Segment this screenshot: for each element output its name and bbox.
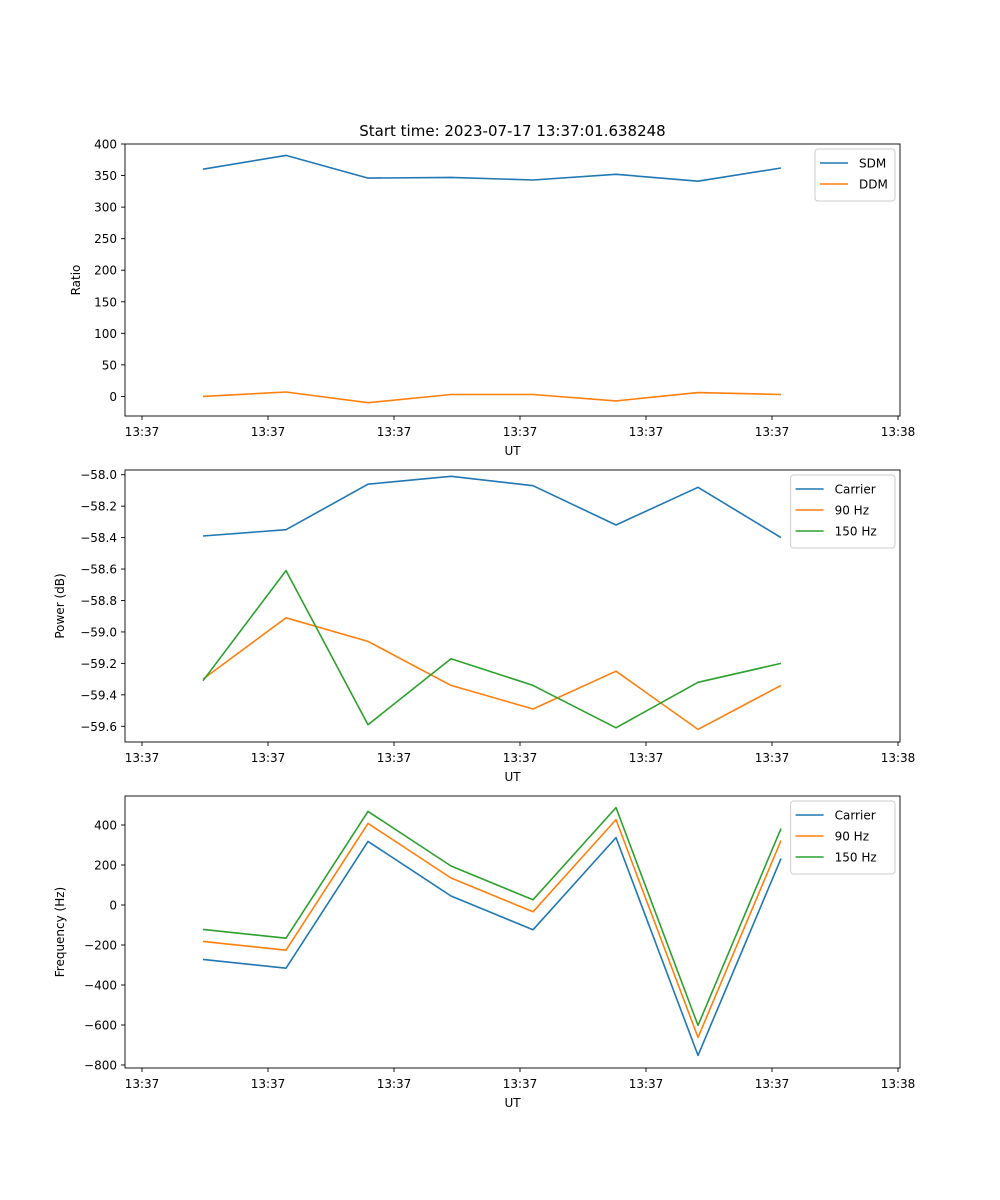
x-axis-label: UT: [504, 770, 521, 784]
y-tick-label: −800: [84, 1059, 117, 1073]
legend-label: 150 Hz: [835, 525, 877, 539]
series-line-sdm: [202, 154, 782, 182]
y-tick-label: −400: [84, 979, 117, 993]
legend: SDM DDM: [814, 148, 896, 202]
y-tick-label: 350: [94, 169, 117, 183]
subplot-3: 13:37 13:37 13:37 13:37 13:37 13:37 13:38 −800 −…: [53, 795, 916, 1110]
x-tick-label: 13:37: [503, 751, 538, 765]
x-tick-label: 13:37: [251, 1077, 286, 1091]
x-tick-label: 13:37: [629, 425, 664, 439]
y-tick-label: 300: [94, 201, 117, 215]
x-tick-label: 13:38: [881, 1077, 916, 1091]
y-tick-label: 250: [94, 232, 117, 246]
subplot-2: 13:37 13:37 13:37 13:37 13:37 13:37 13:38 −59.6…: [53, 468, 915, 784]
y-tick-label: 50: [102, 358, 117, 372]
x-tick-label: 13:37: [755, 1077, 790, 1091]
x-tick-label: 13:37: [377, 425, 412, 439]
y-tick-label: 400: [94, 819, 117, 833]
y-tick-label: 0: [109, 390, 117, 404]
x-axis-label: UT: [504, 1096, 521, 1110]
x-tick-label: 13:37: [629, 751, 664, 765]
y-tick-label: −58.6: [80, 563, 117, 577]
x-axis-label: UT: [504, 444, 521, 458]
x-tick-label: 13:37: [125, 425, 160, 439]
series-line-150-hz: [202, 569, 782, 729]
y-axis-label: Power (dB): [53, 573, 67, 638]
series-line-150-hz: [202, 806, 782, 1027]
series-line-carrier: [202, 836, 782, 1057]
y-tick-label: −59.2: [80, 657, 117, 671]
axes-frame: [124, 143, 901, 417]
legend-box: [790, 474, 896, 549]
x-tick-label: 13:37: [125, 751, 160, 765]
x-tick-label: 13:37: [251, 425, 286, 439]
x-tick-label: 13:37: [377, 751, 412, 765]
legend-box: [814, 148, 896, 202]
y-axis-label: Frequency (Hz): [53, 887, 67, 978]
x-tick-label: 13:37: [503, 425, 538, 439]
x-tick-label: 13:37: [755, 425, 790, 439]
axes-frame: [124, 795, 901, 1069]
legend: Carrier 90 Hz 150 Hz: [790, 474, 896, 549]
legend-label: 90 Hz: [835, 830, 869, 844]
x-tick-label: 13:37: [251, 751, 286, 765]
y-tick-label: −59.0: [80, 625, 117, 639]
x-tick-label: 13:37: [629, 1077, 664, 1091]
y-tick-label: 200: [94, 264, 117, 278]
legend-label: 150 Hz: [835, 851, 877, 865]
series-line-90-hz: [202, 818, 782, 1039]
y-axis-label: Ratio: [69, 265, 83, 296]
y-tick-label: 0: [109, 899, 117, 913]
series-line-carrier: [202, 475, 782, 539]
y-tick-label: 200: [94, 859, 117, 873]
y-tick-label: −58.2: [80, 500, 117, 514]
x-tick-label: 13:37: [125, 1077, 160, 1091]
x-tick-label: 13:38: [881, 425, 916, 439]
y-tick-label: −200: [84, 939, 117, 953]
y-tick-label: −58.0: [80, 468, 117, 482]
y-tick-label: −58.4: [80, 531, 117, 545]
x-tick-label: 13:38: [881, 751, 916, 765]
y-tick-label: −600: [84, 1019, 117, 1033]
y-tick-label: 150: [94, 295, 117, 309]
subplot-1: 13:37 13:37 13:37 13:37 13:37 13:37 13:38 0 50 10…: [69, 138, 915, 459]
legend-label: DDM: [859, 178, 888, 192]
legend-label: SDM: [859, 157, 886, 171]
series-line-90-hz: [202, 616, 782, 731]
axes-frame: [124, 469, 901, 743]
figure-title: Start time: 2023-07-17 13:37:01.638248: [359, 122, 665, 140]
y-tick-label: 100: [94, 327, 117, 341]
legend-label: 90 Hz: [835, 504, 869, 518]
y-tick-label: −59.4: [80, 688, 117, 702]
legend-label: Carrier: [835, 809, 876, 823]
y-tick-label: 400: [94, 138, 117, 152]
legend: Carrier 90 Hz 150 Hz: [790, 800, 896, 875]
legend-label: Carrier: [835, 483, 876, 497]
series-line-ddm: [202, 391, 782, 404]
y-tick-label: −59.6: [80, 720, 117, 734]
x-tick-label: 13:37: [377, 1077, 412, 1091]
x-tick-label: 13:37: [503, 1077, 538, 1091]
y-tick-label: −58.8: [80, 594, 117, 608]
x-tick-label: 13:37: [755, 751, 790, 765]
legend-box: [790, 800, 896, 875]
